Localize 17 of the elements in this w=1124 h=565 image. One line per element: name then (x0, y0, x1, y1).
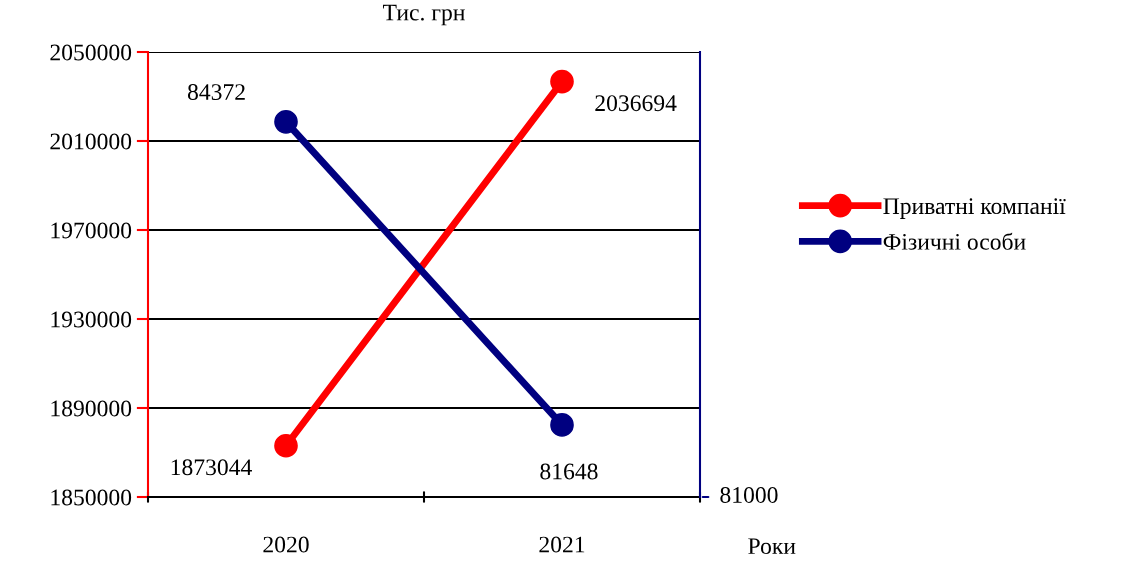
data-label: 84372 (187, 84, 245, 100)
y-tick-label: 1850000 (51, 489, 132, 506)
data-label: 1873044 (171, 459, 252, 476)
y-tick-label: 2010000 (50, 133, 132, 150)
y-tick-label: 1970000 (51, 222, 132, 239)
y-tick-label: 1930000 (51, 311, 132, 328)
legend-label: Приватні компанії (883, 198, 1066, 219)
legend-label: Фізичні особи (883, 232, 1026, 250)
y-tick-label: 1890000 (51, 400, 132, 417)
y-axis-title: Тис. грн (382, 4, 465, 26)
x-axis-title: Роки (748, 538, 796, 555)
y-tick-label: 2050000 (50, 44, 132, 61)
x-tick-label: 2021 (539, 536, 585, 553)
data-label: 81648 (540, 463, 598, 480)
data-label: 2036694 (595, 95, 677, 112)
text: 81000 (720, 486, 778, 503)
x-tick-label: 2020 (263, 536, 309, 553)
